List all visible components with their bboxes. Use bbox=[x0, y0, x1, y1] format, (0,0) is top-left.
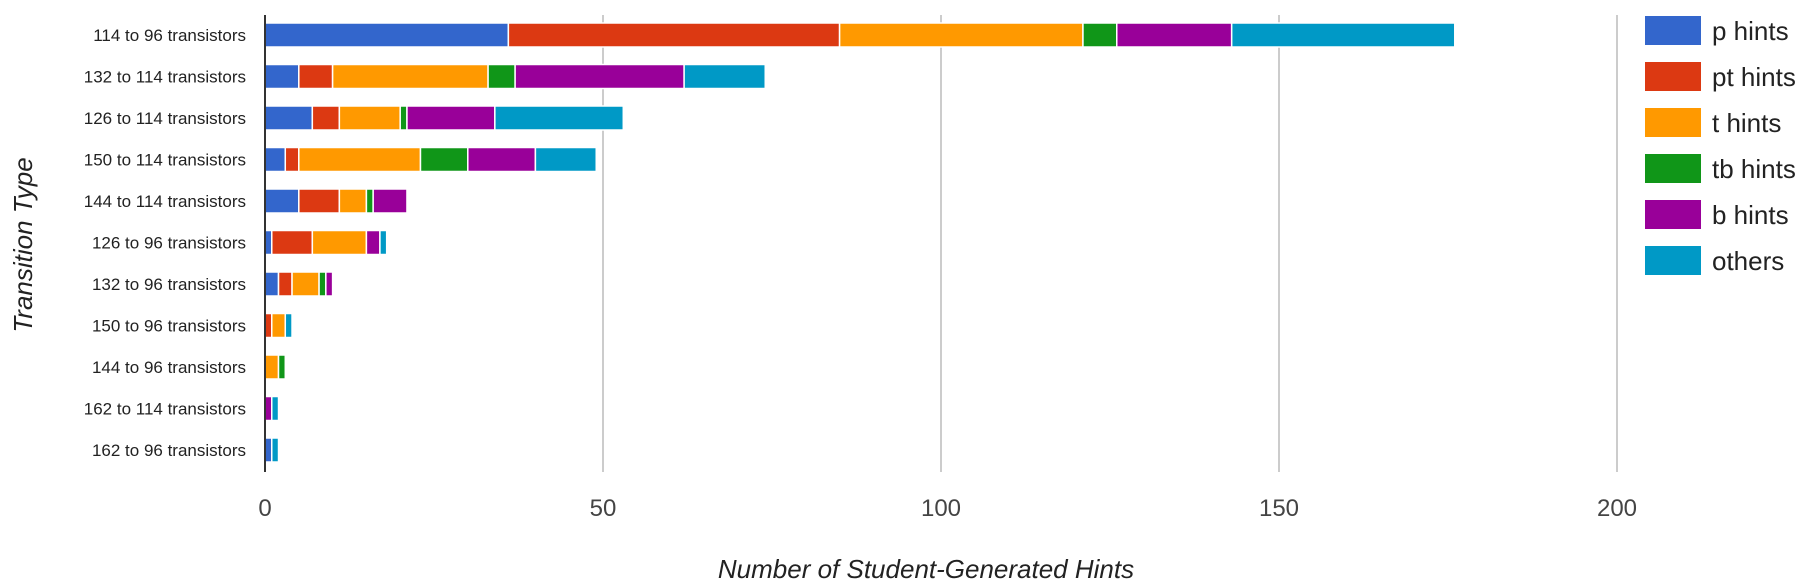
x-tick-labels: 0 50 100 150 200 bbox=[258, 495, 1637, 522]
legend-swatch bbox=[1645, 62, 1701, 91]
bar-segment-p-hints bbox=[264, 271, 280, 297]
bar-segment-others bbox=[271, 395, 280, 422]
bar-segment-others bbox=[534, 146, 597, 173]
bar-segment-t-hints bbox=[271, 312, 287, 339]
category-label: 150 to 96 transistors bbox=[92, 317, 246, 336]
bar-segment-pt-hints bbox=[298, 188, 341, 214]
bar-segment-pt-hints bbox=[311, 105, 341, 131]
bar-segment-p-hints bbox=[264, 105, 314, 131]
gridlines bbox=[602, 15, 1618, 472]
legend-swatch bbox=[1645, 154, 1701, 183]
legend-label: b hints bbox=[1712, 200, 1789, 230]
bar-segment-b-hints bbox=[325, 271, 334, 297]
bar-segment-t-hints bbox=[311, 229, 368, 256]
bar-segment-p-hints bbox=[264, 146, 287, 173]
bar-segment-t-hints bbox=[338, 188, 368, 214]
legend: p hints pt hints t hints tb hints b hints oth… bbox=[1645, 16, 1796, 276]
bar-segment-p-hints bbox=[264, 437, 273, 463]
bar-segment-p-hints bbox=[264, 188, 300, 214]
bar-segment-pt-hints bbox=[277, 271, 293, 297]
bar-segment-p-hints bbox=[264, 63, 300, 90]
x-tick-label: 150 bbox=[1259, 495, 1299, 522]
bar-segment-t-hints bbox=[298, 146, 422, 173]
bar-segment-pt-hints bbox=[284, 146, 300, 173]
bar-segment-b-hints bbox=[372, 188, 408, 214]
bar-segment-b-hints bbox=[365, 229, 381, 256]
category-label: 162 to 96 transistors bbox=[92, 441, 246, 460]
bar-segment-t-hints bbox=[838, 22, 1084, 48]
bar-segment-others bbox=[379, 229, 388, 256]
category-label: 132 to 96 transistors bbox=[92, 275, 246, 294]
category-label: 150 to 114 transistors bbox=[84, 151, 246, 170]
legend-swatch bbox=[1645, 108, 1701, 137]
bar-segment-others bbox=[271, 437, 280, 463]
bars bbox=[264, 22, 1456, 463]
bar-segment-b-hints bbox=[1116, 22, 1233, 48]
legend-label: pt hints bbox=[1712, 62, 1796, 92]
bar-segment-p-hints bbox=[264, 229, 273, 256]
legend-swatch bbox=[1645, 246, 1701, 275]
y-axis-title: Transition Type bbox=[8, 157, 38, 332]
bar-segment-others bbox=[494, 105, 625, 131]
legend-label: t hints bbox=[1712, 108, 1781, 138]
category-label: 144 to 114 transistors bbox=[84, 192, 246, 211]
bar-segment-tb-hints bbox=[487, 63, 516, 90]
bar-segment-pt-hints bbox=[507, 22, 841, 48]
bar-segment-b-hints bbox=[264, 395, 273, 422]
bar-segment-tb-hints bbox=[1082, 22, 1118, 48]
x-tick-label: 50 bbox=[590, 495, 617, 522]
category-label: 132 to 114 transistors bbox=[84, 68, 246, 87]
bar-segment-others bbox=[1230, 22, 1456, 48]
x-tick-label: 100 bbox=[921, 495, 961, 522]
category-label: 126 to 96 transistors bbox=[92, 234, 246, 253]
bar-segment-pt-hints bbox=[271, 229, 314, 256]
bar-segment-b-hints bbox=[406, 105, 496, 131]
legend-label: others bbox=[1712, 246, 1784, 276]
bar-segment-t-hints bbox=[264, 354, 280, 380]
bar-segment-tb-hints bbox=[277, 354, 287, 380]
bar-segment-b-hints bbox=[514, 63, 685, 90]
category-label: 144 to 96 transistors bbox=[92, 358, 246, 377]
category-label: 114 to 96 transistors bbox=[93, 26, 246, 45]
bar-segment-t-hints bbox=[291, 271, 320, 297]
bar-segment-pt-hints bbox=[264, 312, 273, 339]
bar-segment-t-hints bbox=[338, 105, 401, 131]
legend-label: tb hints bbox=[1712, 154, 1796, 184]
bar-segment-tb-hints bbox=[365, 188, 374, 214]
bar-segment-others bbox=[683, 63, 766, 90]
bar-segment-b-hints bbox=[467, 146, 537, 173]
bar-segment-tb-hints bbox=[318, 271, 327, 297]
x-axis-title: Number of Student-Generated Hints bbox=[718, 554, 1134, 584]
bar-segment-t-hints bbox=[331, 63, 489, 90]
bar-segment-pt-hints bbox=[298, 63, 334, 90]
category-labels: 114 to 96 transistors 132 to 114 transist… bbox=[84, 26, 246, 460]
category-label: 162 to 114 transistors bbox=[84, 400, 246, 419]
legend-label: p hints bbox=[1712, 16, 1789, 46]
bar-segment-tb-hints bbox=[399, 105, 408, 131]
legend-swatch bbox=[1645, 16, 1701, 45]
category-label: 126 to 114 transistors bbox=[84, 109, 246, 128]
bar-segment-tb-hints bbox=[419, 146, 469, 173]
bar-segment-p-hints bbox=[264, 22, 510, 48]
x-tick-label: 0 bbox=[258, 495, 271, 522]
legend-swatch bbox=[1645, 200, 1701, 229]
bar-segment-others bbox=[284, 312, 293, 339]
x-tick-label: 200 bbox=[1597, 495, 1637, 522]
